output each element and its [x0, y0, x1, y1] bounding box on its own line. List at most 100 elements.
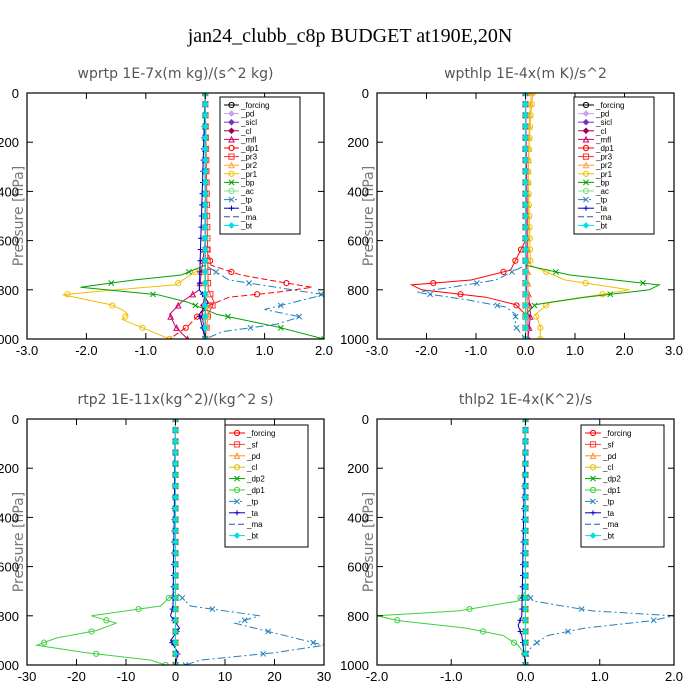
- legend-label: _bt: [246, 532, 259, 541]
- legend-label: _ta: [246, 509, 259, 518]
- series-point: [522, 313, 529, 320]
- legend-marker: [233, 532, 241, 539]
- legend-label: _sicl: [595, 118, 612, 127]
- series-point: [522, 268, 529, 276]
- legend-label: _sf: [246, 440, 258, 449]
- legend-marker: [583, 196, 589, 203]
- series-point: [522, 145, 529, 153]
- legend-label: _bt: [595, 221, 608, 230]
- legend-marker: [233, 486, 241, 494]
- series-point: [552, 268, 559, 275]
- series-point: [522, 279, 529, 287]
- series-line-ta: [517, 419, 526, 665]
- series-point: [296, 313, 303, 320]
- series-point: [139, 324, 146, 331]
- series-point: [639, 280, 646, 287]
- series-point: [522, 426, 529, 434]
- legend-marker: [233, 452, 241, 459]
- series-point: [522, 538, 529, 546]
- series-point: [172, 616, 179, 624]
- series-point: [172, 662, 179, 665]
- series-point: [466, 605, 473, 613]
- legend-label: _ma: [246, 520, 263, 529]
- y-axis-label: Pressure [hPa]: [11, 166, 27, 266]
- series-point: [172, 516, 179, 523]
- legend-label: _tp: [602, 497, 615, 506]
- series-point: [202, 93, 209, 96]
- legend-marker: [234, 510, 240, 516]
- legend-label: _bp: [240, 178, 255, 187]
- series-point: [522, 257, 529, 265]
- x-tick-label: -3.0: [366, 343, 388, 358]
- x-tick-label: -2.0: [75, 343, 97, 358]
- series-point: [457, 291, 464, 298]
- series-point: [522, 179, 529, 186]
- series-line-bp: [525, 93, 661, 339]
- series-point: [427, 291, 434, 298]
- y-tick-label: 200: [0, 461, 19, 476]
- legend-marker: [582, 127, 590, 135]
- panels: wprtp 1E-7x(m kg)/(s^2 kg) Pressure [hPa]…: [0, 66, 683, 684]
- series-point: [241, 617, 248, 624]
- series-point: [522, 123, 529, 130]
- legend-marker: [228, 118, 235, 126]
- legend-label: _dp1: [595, 144, 614, 153]
- series-point: [172, 583, 179, 591]
- series-point: [201, 190, 209, 197]
- series-point: [201, 313, 209, 320]
- series-point: [135, 605, 142, 613]
- series-point: [209, 302, 216, 309]
- series-group: [62, 93, 324, 339]
- series-point: [172, 628, 179, 635]
- series-point: [522, 639, 529, 646]
- series-point: [650, 617, 657, 624]
- series-point: [41, 639, 48, 646]
- series-group: [409, 93, 661, 339]
- legend-label: _ma: [240, 213, 257, 222]
- series-point: [277, 324, 284, 331]
- series-point: [201, 302, 209, 309]
- series-point: [534, 639, 540, 646]
- series-point: [197, 314, 203, 320]
- series-point: [175, 279, 182, 287]
- legend-label: _mfl: [595, 135, 611, 144]
- legend-marker: [582, 153, 590, 160]
- series-point: [167, 312, 175, 320]
- series-point: [522, 493, 529, 501]
- legend-marker: [589, 429, 597, 437]
- y-axis-label: Pressure [hPa]: [11, 492, 27, 592]
- series-line-ta: [198, 93, 209, 339]
- series-point: [201, 257, 209, 265]
- y-tick-label: 0: [362, 412, 369, 427]
- legend-label: _sicl: [240, 118, 257, 127]
- series-point: [522, 134, 529, 142]
- panel-title: thlp2 1E-4x(K^2)/s: [459, 392, 592, 408]
- series-point: [228, 268, 235, 276]
- legend-label: _cl: [602, 463, 613, 472]
- legend-marker: [583, 205, 589, 211]
- legend-marker: [590, 475, 596, 482]
- series-point: [509, 268, 515, 275]
- series-point: [173, 324, 180, 331]
- legend-marker: [228, 161, 235, 169]
- legend-marker: [233, 441, 241, 448]
- series-point: [172, 460, 179, 468]
- legend-label: _dp2: [602, 475, 621, 484]
- series-point: [201, 167, 209, 175]
- chart-panel-2: wpthlp 1E-4x(m K)/s^2 Pressure [hPa] -3.0 -…: [340, 66, 683, 358]
- series-point: [213, 268, 219, 275]
- series-point: [182, 324, 189, 331]
- series-point: [122, 313, 129, 320]
- legend-label: _forcing: [246, 429, 275, 438]
- series-point: [201, 279, 209, 287]
- legend-label: _ac: [240, 187, 254, 196]
- legend-label: _pr3: [595, 153, 613, 162]
- legend-label: _forcing: [602, 429, 631, 438]
- series-point: [582, 279, 589, 287]
- legend-marker: [590, 498, 596, 505]
- series-point: [172, 449, 179, 456]
- series-point: [522, 650, 529, 658]
- series-point: [513, 302, 520, 309]
- legend-label: _dp1: [602, 486, 621, 495]
- legend-label: _forcing: [595, 101, 624, 110]
